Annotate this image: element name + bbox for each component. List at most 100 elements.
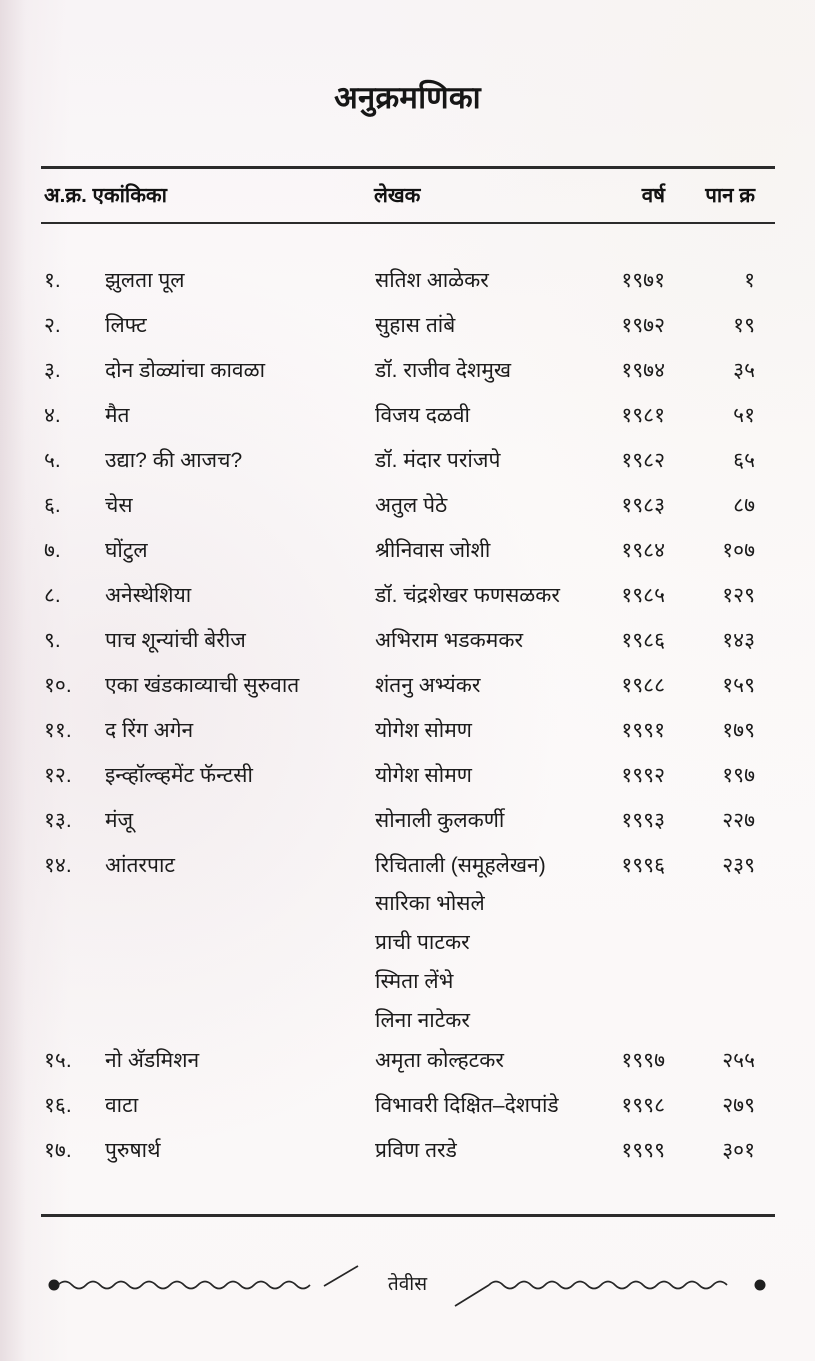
column-header-page: पान क्र [705, 184, 755, 207]
table-row: १०. एका खंडकाव्याची सुरुवात शंतनु अभ्यंकर १… [0, 673, 815, 718]
table-header-rule [41, 222, 775, 224]
row-author: अमृता कोल्हटकर [375, 1049, 504, 1072]
page-folio-number: तेवीस [387, 1274, 428, 1295]
row-author: डॉ. मंदार परांजपे [375, 449, 501, 472]
row-author: रिचिताली (समूहलेखन) [375, 854, 546, 877]
row-serial-number: १२. [44, 764, 72, 787]
ornament-wave-right [488, 1280, 728, 1290]
table-row: ७. घोंटुल श्रीनिवास जोशी १९८४ १०७ [0, 538, 815, 583]
table-header-row: अ.क्र. एकांकिका लेखक वर्ष पान क्र [0, 181, 815, 215]
row-year: १९८६ [621, 629, 665, 652]
row-play-title: वाटा [105, 1094, 139, 1117]
row-page-number: २३९ [722, 854, 755, 877]
row-play-title: पाच शून्यांची बेरीज [105, 629, 246, 652]
row-page-number: ३०१ [722, 1139, 755, 1162]
row-serial-number: १०. [44, 674, 72, 697]
row-serial-number: ११. [44, 719, 72, 742]
row-author: अभिराम भडकमकर [375, 629, 524, 652]
column-header-year: वर्ष [641, 184, 665, 207]
row-page-number: ३५ [733, 359, 755, 382]
row-page-number: ६५ [733, 449, 755, 472]
row-play-title: दोन डोळ्यांचा कावळा [105, 359, 266, 382]
row-year: १९९८ [621, 1094, 665, 1117]
row-author: प्रविण तरडे [375, 1139, 457, 1162]
table-row: २. लिफ्ट सुहास तांबे १९७२ १९ [0, 313, 815, 358]
row-page-number: ८७ [733, 494, 755, 517]
row-play-title: चेस [105, 494, 133, 517]
table-row: ९. पाच शून्यांची बेरीज अभिराम भडकमकर १९८६ १४… [0, 628, 815, 673]
row-author: श्रीनिवास जोशी [375, 539, 491, 562]
row-play-title: नो अ‍ॅडमिशन [105, 1049, 200, 1072]
row-play-title: मैत [105, 404, 130, 427]
ornament-dot-right [754, 1279, 766, 1291]
table-row: ३. दोन डोळ्यांचा कावळा डॉ. राजीव देशमुख १९७… [0, 358, 815, 403]
row-coauthor: प्राची पाटकर [375, 931, 470, 954]
row-serial-number: ४. [44, 404, 61, 427]
row-author: विजय दळवी [375, 404, 470, 427]
table-row: १४. आंतरपाट रिचिताली (समूहलेखन) १९९६ २३९ सारि… [0, 853, 815, 1032]
row-page-number: १२९ [722, 584, 755, 607]
row-page-number: ५१ [733, 404, 755, 427]
row-year: १९८३ [621, 494, 665, 517]
row-year: १९९३ [621, 809, 665, 832]
row-year: १९८४ [621, 539, 665, 562]
row-year: १९८८ [621, 674, 665, 697]
ornament-stroke-right [454, 1284, 490, 1307]
row-author: शंतनु अभ्यंकर [375, 674, 481, 697]
row-serial-number: २. [44, 314, 61, 337]
ornament-stroke-left [323, 1265, 359, 1287]
row-play-title: उद्या? की आजच? [105, 449, 243, 472]
row-coauthor: सारिका भोसले [375, 892, 485, 915]
table-row: १२. इन्व्हॉल्व्हमेंट फॅन्टसी योगेश सोमण १९९… [0, 763, 815, 808]
footer-ornament [0, 1262, 815, 1318]
row-page-number: १४३ [722, 629, 755, 652]
row-author: योगेश सोमण [375, 764, 472, 787]
row-serial-number: १५. [44, 1049, 72, 1072]
page-title: अनुक्रमणिका [334, 80, 481, 115]
row-year: १९८५ [621, 584, 665, 607]
row-play-title: अनेस्थेशिया [105, 584, 192, 607]
table-row: १. झुलता पूल सतिश आळेकर १९७१ १ [0, 268, 815, 313]
row-serial-number: ५. [44, 449, 61, 472]
row-play-title: एका खंडकाव्याची सुरुवात [105, 674, 300, 697]
row-year: १९९१ [621, 719, 665, 742]
row-year: १९७१ [621, 269, 665, 292]
row-play-title: द रिंग अगेन [105, 719, 194, 742]
table-row: १७. पुरुषार्थ प्रविण तरडे १९९९ ३०१ [0, 1138, 815, 1183]
row-author: सुहास तांबे [375, 314, 456, 337]
column-header-serial-and-play: अ.क्र. एकांकिका [44, 184, 167, 207]
row-year: १९९९ [621, 1139, 665, 1162]
row-serial-number: ८. [44, 584, 61, 607]
row-play-title: पुरुषार्थ [105, 1139, 161, 1162]
row-play-title: घोंटुल [105, 539, 148, 562]
row-page-number: १७९ [722, 719, 755, 742]
row-serial-number: १४. [44, 854, 72, 877]
ornament-wave-left [57, 1280, 311, 1290]
ornament-dot-left [48, 1279, 60, 1291]
row-year: १९९६ [621, 854, 665, 877]
table-bottom-rule [41, 1214, 775, 1217]
row-author: डॉ. चंद्रशेखर फणसळकर [375, 584, 560, 607]
table-row: १६. वाटा विभावरी दिक्षित–देशपांडे १९९८ २७९ [0, 1093, 815, 1138]
row-page-number: १९७ [722, 764, 755, 787]
row-year: १९७४ [621, 359, 665, 382]
row-page-number: १९ [733, 314, 755, 337]
table-top-rule [41, 166, 775, 169]
row-play-title: इन्व्हॉल्व्हमेंट फॅन्टसी [105, 764, 253, 787]
row-play-title: लिफ्ट [105, 314, 147, 337]
table-row: ६. चेस अतुल पेठे १९८३ ८७ [0, 493, 815, 538]
row-serial-number: ७. [44, 539, 61, 562]
row-year: १९८१ [621, 404, 665, 427]
row-author: अतुल पेठे [375, 494, 448, 517]
row-year: १९८२ [621, 449, 665, 472]
row-serial-number: १. [44, 269, 61, 292]
row-page-number: १ [744, 269, 755, 292]
row-page-number: २७९ [722, 1094, 755, 1117]
table-row: १५. नो अ‍ॅडमिशन अमृता कोल्हटकर १९९७ २५५ [0, 1048, 815, 1093]
column-header-author: लेखक [374, 184, 421, 207]
row-author: डॉ. राजीव देशमुख [375, 359, 512, 382]
row-play-title: झुलता पूल [105, 269, 185, 292]
row-serial-number: १६. [44, 1094, 72, 1117]
row-serial-number: ९. [44, 629, 61, 652]
